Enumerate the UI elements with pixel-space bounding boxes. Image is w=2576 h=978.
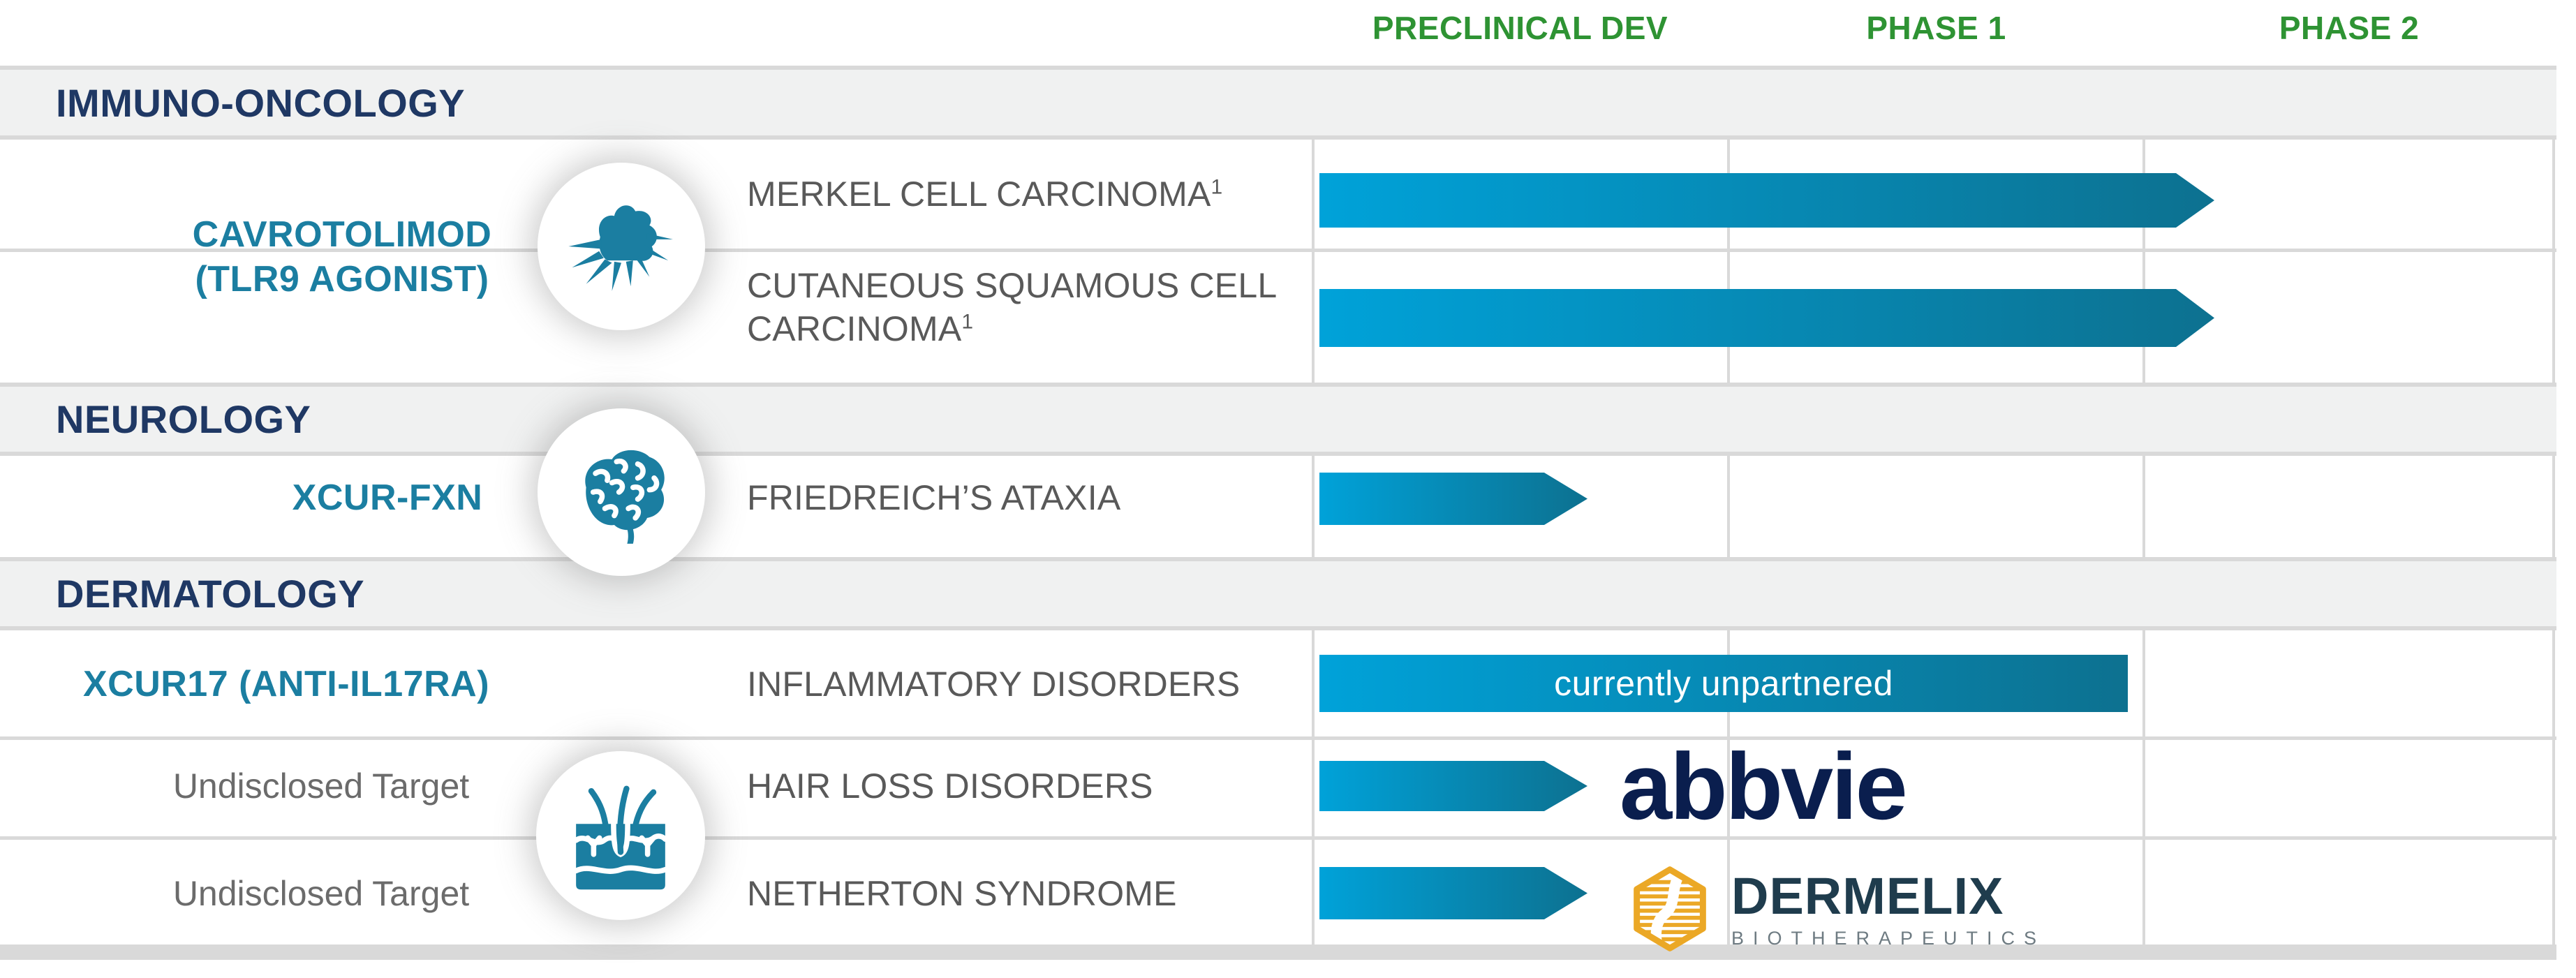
dermelix-name: DERMELIX	[1731, 866, 2004, 925]
row-divider	[0, 736, 2556, 740]
phase-column-header-phase1: PHASE 1	[1866, 10, 2006, 46]
section-title: DERMATOLOGY	[56, 572, 365, 616]
tumor-cell-icon	[538, 163, 705, 330]
gridline	[2142, 630, 2145, 944]
progress-bar-inflammatory-phase1: currently unpartnered	[1319, 655, 2128, 712]
bottom-divider	[0, 944, 2556, 960]
program-label-xcur-fxn: XCUR-FXN	[292, 477, 483, 518]
section-title: IMMUNO-ONCOLOGY	[56, 80, 466, 125]
gridline	[2552, 456, 2555, 557]
row-divider	[0, 836, 2556, 840]
abbvie-logo: abbvie	[1620, 734, 1908, 839]
dermelix-hexagon-icon	[1634, 866, 1706, 951]
dermelix-wordmark: DERMELIX BIOTHERAPEUTICS	[1731, 870, 2045, 948]
indication-netherton: NETHERTON SYNDROME	[747, 874, 1177, 913]
gridline	[2552, 630, 2555, 944]
bar-label-currently-unpartnered: currently unpartnered	[1554, 664, 1893, 703]
program-name-line2: (TLR9 AGONIST)	[195, 259, 489, 299]
progress-bar-merkel-phase1	[1319, 173, 2214, 228]
gridline	[1727, 456, 1730, 557]
gridline	[1312, 630, 1315, 944]
row-divider	[0, 249, 2556, 252]
gridline	[2142, 456, 2145, 557]
section-header-dermatology: DERMATOLOGY	[0, 557, 2556, 630]
progress-bar-netherton-preclinical	[1319, 867, 1587, 919]
brain-icon-svg	[585, 450, 665, 544]
gridline	[1727, 630, 1730, 944]
footnote-marker: 1	[1211, 175, 1223, 199]
tumor-cell-icon-svg	[568, 205, 673, 291]
progress-bar-cscc-phase1	[1319, 289, 2214, 347]
program-label-cavrotolimod: CAVROTOLIMOD (TLR9 AGONIST)	[28, 212, 656, 302]
section-header-immuno-oncology: IMMUNO-ONCOLOGY	[0, 66, 2556, 140]
progress-bar-friedreich-preclinical	[1319, 473, 1587, 525]
indication-friedreich: FRIEDREICH’S ATAXIA	[747, 478, 1121, 517]
progress-bar-hairloss-preclinical	[1319, 761, 1587, 811]
gridline	[2552, 140, 2555, 383]
gridline	[2142, 140, 2145, 383]
gridline	[1312, 456, 1315, 557]
skin-hair-icon-svg	[573, 785, 668, 890]
skin-hair-icon	[536, 751, 705, 920]
section-title: NEUROLOGY	[56, 397, 311, 441]
gridline	[1312, 140, 1315, 383]
program-name-line1: CAVROTOLIMOD	[192, 214, 492, 255]
dermelix-logo: DERMELIX BIOTHERAPEUTICS	[1625, 864, 2045, 954]
indication-hairloss: HAIR LOSS DISORDERS	[747, 766, 1153, 806]
dermelix-subtitle: BIOTHERAPEUTICS	[1731, 927, 2046, 949]
program-label-xcur17: XCUR17 (ANTI-IL17RA)	[82, 664, 490, 704]
indication-merkel: MERKEL CELL CARCINOMA1	[747, 175, 1223, 214]
indication-inflammatory: INFLAMMATORY DISORDERS	[747, 665, 1241, 704]
section-header-neurology: NEUROLOGY	[0, 383, 2556, 456]
brain-icon	[538, 408, 705, 576]
program-label-undisclosed-target-hairloss: Undisclosed Target	[172, 766, 470, 806]
gridline	[1727, 140, 1730, 383]
phase-column-header-phase2: PHASE 2	[2279, 10, 2420, 46]
phase-column-header-preclinical: PRECLINICAL DEV	[1372, 10, 1668, 46]
footnote-marker: 1	[961, 310, 974, 334]
program-label-undisclosed-target-netherton: Undisclosed Target	[172, 874, 470, 913]
indication-cscc: CUTANEOUS SQUAMOUS CELL CARCINOMA1	[747, 266, 1278, 348]
